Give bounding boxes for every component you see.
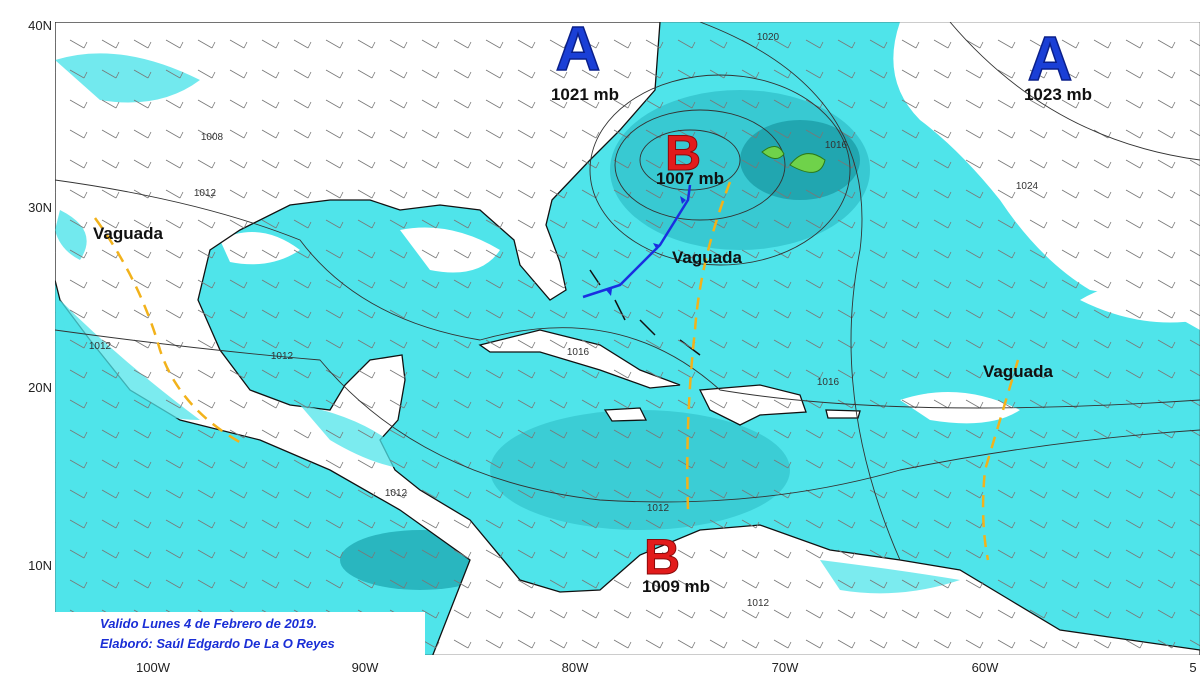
- pressure-letter: B: [644, 529, 680, 585]
- lon-label: 90W: [352, 660, 379, 675]
- isobar-label: 1012: [271, 351, 294, 362]
- isobar-label: 1016: [567, 347, 590, 358]
- pressure-letter: B: [665, 125, 701, 181]
- trough-label: Vaguada: [672, 248, 742, 267]
- trough-label: Vaguada: [983, 362, 1053, 381]
- pressure-value: 1023 mb: [1024, 85, 1092, 104]
- lon-label: 70W: [772, 660, 799, 675]
- isobar-label: 1012: [194, 188, 217, 199]
- isobar-label: 1012: [647, 503, 670, 514]
- isobars: [55, 22, 1200, 561]
- pressure-value: 1007 mb: [656, 169, 724, 188]
- isobar-label: 1012: [385, 488, 408, 499]
- credit: Elaboró: Saúl Edgardo De La O Reyes: [100, 636, 335, 651]
- lat-label: 20N: [28, 380, 52, 395]
- wind-barbs: [55, 22, 1200, 655]
- isobar-label: 1020: [757, 32, 780, 43]
- isobar-label: 1016: [817, 377, 840, 388]
- pressure-letter: A: [556, 15, 601, 84]
- lat-label: 30N: [28, 200, 52, 215]
- pressure-value: 1021 mb: [551, 85, 619, 104]
- pressure-value: 1009 mb: [642, 577, 710, 596]
- isobar-label: 1012: [747, 598, 770, 609]
- credit: Valido Lunes 4 de Febrero de 2019.: [100, 616, 317, 631]
- pressure-letter: A: [1028, 25, 1073, 94]
- lon-label: 80W: [562, 660, 589, 675]
- lat-label: 40N: [28, 18, 52, 33]
- isobar-label: 1024: [1016, 181, 1039, 192]
- precip: [761, 146, 826, 173]
- lat-label: 10N: [28, 558, 52, 573]
- lon-label: 5: [1189, 660, 1196, 675]
- trough-lines: [93, 181, 1020, 561]
- lon-label: 100W: [136, 660, 171, 675]
- trough-label: Vaguada: [93, 224, 163, 243]
- lon-label: 60W: [972, 660, 999, 675]
- isobar-label: 1012: [89, 341, 112, 352]
- isobar-label: 1008: [201, 132, 224, 143]
- isobar-label: 1016: [825, 140, 848, 151]
